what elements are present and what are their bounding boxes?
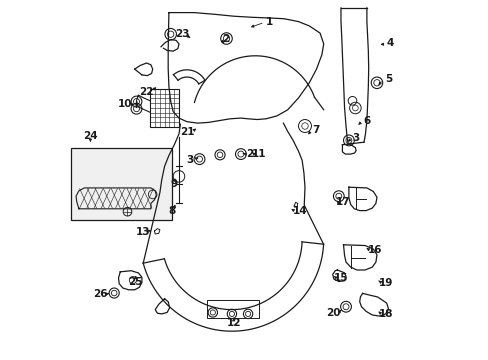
Text: 5: 5: [384, 74, 391, 84]
Text: 10: 10: [118, 99, 132, 109]
Text: 19: 19: [378, 278, 392, 288]
Text: 16: 16: [367, 245, 381, 255]
Text: 23: 23: [175, 29, 189, 39]
Text: 3: 3: [352, 132, 359, 143]
Text: 20: 20: [326, 308, 340, 318]
Text: 18: 18: [378, 309, 392, 319]
Text: 4: 4: [386, 38, 393, 48]
Text: 2: 2: [222, 33, 229, 44]
Text: 25: 25: [128, 276, 142, 287]
Text: 24: 24: [83, 131, 98, 141]
Text: 12: 12: [226, 318, 241, 328]
Text: 15: 15: [333, 273, 347, 283]
Text: 11: 11: [251, 149, 265, 159]
Text: 26: 26: [93, 289, 107, 299]
Text: 3: 3: [186, 155, 193, 165]
Bar: [150, 89, 179, 127]
Text: 21: 21: [180, 127, 195, 138]
Text: 14: 14: [292, 206, 307, 216]
Text: 6: 6: [363, 116, 370, 126]
Text: 8: 8: [168, 206, 176, 216]
Text: 22: 22: [139, 87, 154, 97]
Text: 7: 7: [311, 125, 319, 135]
Text: 2: 2: [246, 149, 253, 159]
Text: 1: 1: [265, 17, 273, 27]
Bar: [71, 148, 171, 220]
Text: 13: 13: [136, 227, 150, 237]
Text: 17: 17: [336, 197, 350, 207]
Text: 9: 9: [170, 179, 177, 189]
Bar: [206, 300, 258, 318]
